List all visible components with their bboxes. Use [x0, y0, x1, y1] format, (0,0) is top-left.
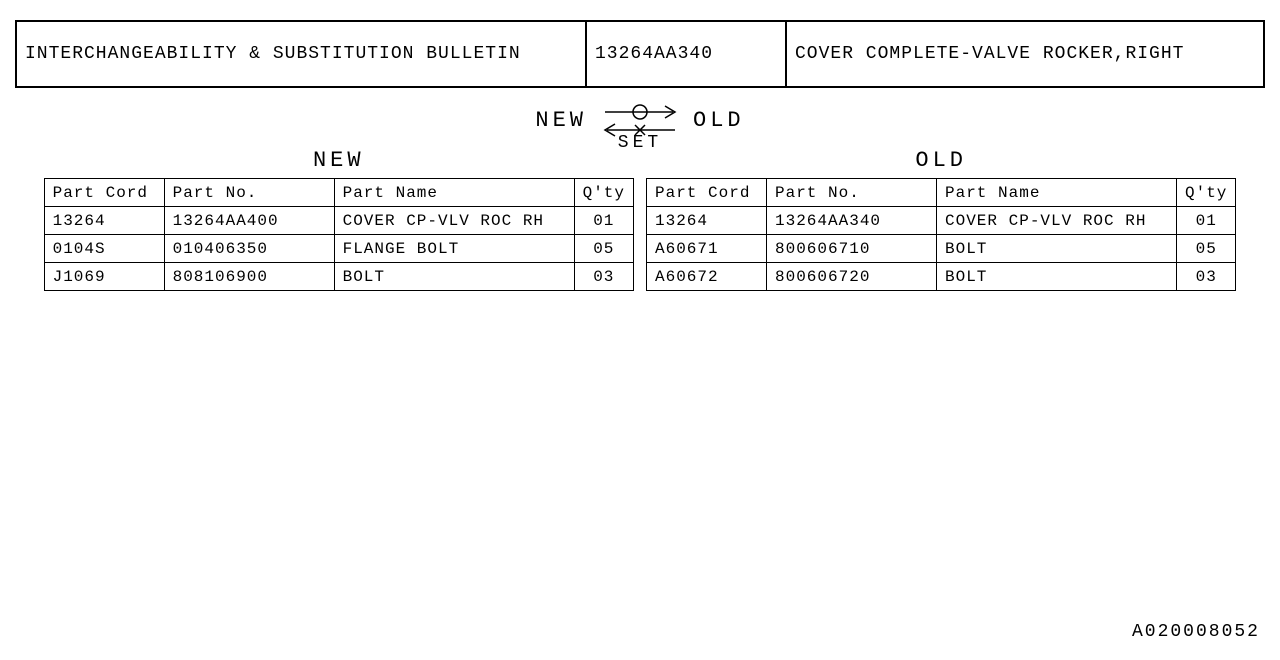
tables-container: NEW Part Cord Part No. Part Name Q'ty 13…: [0, 148, 1280, 291]
table-row: A60672 800606720 BOLT 03: [647, 263, 1236, 291]
table-header-row: Part Cord Part No. Part Name Q'ty: [647, 179, 1236, 207]
cell-part-no: 13264AA400: [164, 207, 334, 235]
new-section: NEW Part Cord Part No. Part Name Q'ty 13…: [44, 148, 634, 291]
cell-qty: 05: [1177, 235, 1236, 263]
col-part-no: Part No.: [164, 179, 334, 207]
cell-part-no: 13264AA340: [767, 207, 937, 235]
col-part-cord: Part Cord: [44, 179, 164, 207]
bulletin-description: COVER COMPLETE-VALVE ROCKER,RIGHT: [787, 22, 1263, 86]
cell-part-cord: A60672: [647, 263, 767, 291]
old-section: OLD Part Cord Part No. Part Name Q'ty 13…: [646, 148, 1236, 291]
cell-part-name: FLANGE BOLT: [334, 235, 574, 263]
col-part-no: Part No.: [767, 179, 937, 207]
cell-part-name: COVER CP-VLV ROC RH: [334, 207, 574, 235]
cell-part-name: BOLT: [937, 263, 1177, 291]
new-parts-table: Part Cord Part No. Part Name Q'ty 13264 …: [44, 178, 634, 291]
cell-qty: 03: [574, 263, 633, 291]
new-old-diagram: NEW OLD SET: [0, 93, 1280, 148]
footer-code: A020008052: [1132, 622, 1260, 642]
diagram-old-label: OLD: [693, 108, 745, 133]
cell-qty: 05: [574, 235, 633, 263]
col-qty: Q'ty: [1177, 179, 1236, 207]
cell-part-name: BOLT: [334, 263, 574, 291]
table-row: 13264 13264AA400 COVER CP-VLV ROC RH 01: [44, 207, 633, 235]
col-qty: Q'ty: [574, 179, 633, 207]
cell-part-cord: 13264: [44, 207, 164, 235]
bulletin-part-number: 13264AA340: [587, 22, 787, 86]
cell-part-cord: J1069: [44, 263, 164, 291]
old-section-title: OLD: [915, 148, 967, 173]
diagram-set-label: SET: [618, 133, 662, 153]
old-parts-table: Part Cord Part No. Part Name Q'ty 13264 …: [646, 178, 1236, 291]
cell-part-no: 800606720: [767, 263, 937, 291]
diagram-new-label: NEW: [535, 108, 587, 133]
table-row: 0104S 010406350 FLANGE BOLT 05: [44, 235, 633, 263]
table-header-row: Part Cord Part No. Part Name Q'ty: [44, 179, 633, 207]
cell-qty: 03: [1177, 263, 1236, 291]
table-row: A60671 800606710 BOLT 05: [647, 235, 1236, 263]
cell-part-name: COVER CP-VLV ROC RH: [937, 207, 1177, 235]
bulletin-title: INTERCHANGEABILITY & SUBSTITUTION BULLET…: [17, 22, 587, 86]
col-part-name: Part Name: [334, 179, 574, 207]
new-section-title: NEW: [313, 148, 365, 173]
cell-part-name: BOLT: [937, 235, 1177, 263]
cell-part-no: 808106900: [164, 263, 334, 291]
cell-qty: 01: [574, 207, 633, 235]
cell-part-cord: 13264: [647, 207, 767, 235]
col-part-cord: Part Cord: [647, 179, 767, 207]
table-row: J1069 808106900 BOLT 03: [44, 263, 633, 291]
table-row: 13264 13264AA340 COVER CP-VLV ROC RH 01: [647, 207, 1236, 235]
cell-part-cord: 0104S: [44, 235, 164, 263]
col-part-name: Part Name: [937, 179, 1177, 207]
header-bar: INTERCHANGEABILITY & SUBSTITUTION BULLET…: [15, 20, 1265, 88]
cell-part-no: 800606710: [767, 235, 937, 263]
cell-part-no: 010406350: [164, 235, 334, 263]
cell-part-cord: A60671: [647, 235, 767, 263]
cell-qty: 01: [1177, 207, 1236, 235]
